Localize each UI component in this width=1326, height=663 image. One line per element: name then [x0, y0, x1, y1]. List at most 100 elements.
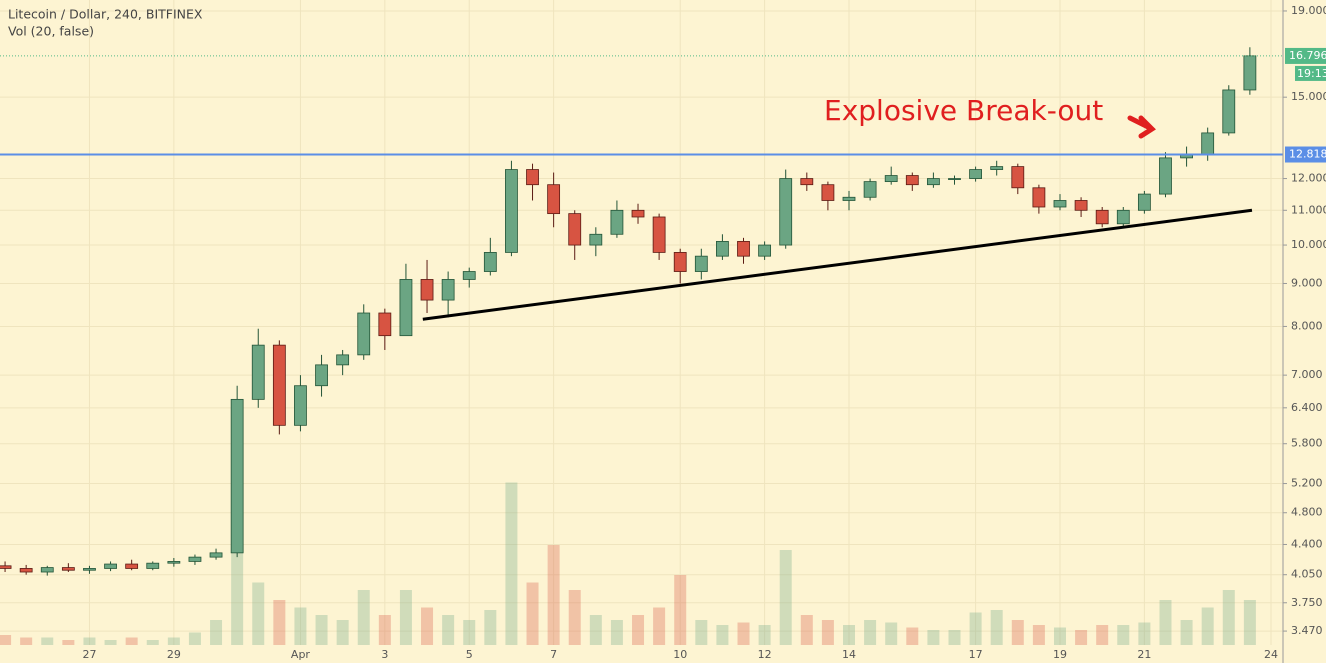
volume-bar	[463, 620, 476, 645]
candle-body	[526, 169, 539, 186]
x-tick-label: 21	[1137, 648, 1151, 661]
candle-body	[1053, 200, 1067, 208]
candle-body	[315, 364, 328, 387]
y-tick-label: 4.800	[1291, 506, 1323, 519]
candle-body	[589, 233, 603, 246]
candle-body	[610, 209, 624, 235]
x-tick-label: 5	[466, 648, 473, 661]
x-tick-label: 12	[758, 648, 772, 661]
y-tick-label: 7.000	[1291, 368, 1323, 381]
candle-body	[969, 169, 982, 179]
volume-bar	[821, 620, 834, 645]
candle-body	[378, 312, 392, 337]
y-tick-label: 10.000	[1291, 238, 1326, 251]
volume-bar	[104, 640, 117, 645]
y-tick-label: 6.400	[1291, 401, 1323, 414]
x-tick-label: 3	[381, 648, 388, 661]
price-tag	[1285, 47, 1326, 64]
volume-bar	[1138, 622, 1151, 645]
volume-bar	[779, 550, 792, 645]
volume-bar	[526, 582, 539, 645]
candle-body	[842, 196, 856, 201]
y-tick-label: 11.000	[1291, 203, 1326, 216]
candle-body	[884, 175, 898, 183]
candle-body	[800, 178, 814, 186]
y-tick-label: 3.470	[1291, 624, 1323, 637]
candle-body	[83, 568, 96, 571]
candle-body	[1095, 209, 1109, 225]
y-tick-label: 15.000	[1291, 90, 1326, 103]
volume-bar	[83, 637, 96, 645]
volume-bar	[62, 640, 75, 645]
candle-body	[948, 178, 961, 180]
y-tick-label: 12.000	[1291, 172, 1326, 185]
volume-bar	[167, 637, 180, 645]
countdown-label: 19:13	[1297, 67, 1326, 80]
x-tick-label: 17	[969, 648, 983, 661]
candle-body	[905, 175, 919, 186]
volume-bar	[188, 632, 201, 645]
candle-body	[716, 241, 729, 257]
candle-body	[420, 279, 434, 301]
candle-body	[294, 385, 307, 426]
y-tick-label: 4.050	[1291, 568, 1323, 581]
volume-bar	[357, 590, 370, 645]
volume-bar	[20, 637, 33, 645]
candle-body	[188, 556, 202, 562]
volume-bar	[336, 620, 349, 645]
volume-bar	[1159, 600, 1172, 645]
volume-bar	[1075, 630, 1088, 645]
candle-body	[779, 178, 793, 246]
x-tick-label: Apr	[291, 648, 311, 661]
volume-bar	[1201, 607, 1214, 645]
candle-body	[167, 561, 181, 564]
candle-body	[251, 344, 265, 400]
resistance-label: 12.818	[1289, 148, 1326, 161]
y-tick-label: 9.000	[1291, 276, 1323, 289]
annotation: Explosive Break-out	[824, 94, 1103, 127]
candle-body	[863, 181, 877, 198]
resistance-tag	[1285, 146, 1326, 163]
x-tick-label: 24	[1264, 648, 1278, 661]
volume-bar	[695, 620, 708, 645]
volume-bar	[758, 625, 771, 645]
candle-body	[19, 568, 33, 573]
candle-body	[209, 552, 223, 558]
volume-bar	[273, 600, 286, 645]
candle-body	[673, 252, 687, 272]
volume-bar	[653, 607, 666, 645]
trendline	[422, 208, 1253, 321]
volume-bar	[1117, 625, 1130, 645]
x-tick-label: 10	[673, 648, 687, 661]
candle-body	[483, 252, 497, 272]
candle-body	[357, 312, 371, 356]
candle-body	[631, 209, 645, 218]
candle-body	[399, 279, 413, 337]
volume-bar	[1222, 590, 1235, 645]
candle-body	[821, 184, 835, 201]
chart-title: Litecoin / Dollar, 240, BITFINEX	[8, 7, 203, 22]
volume-bar	[885, 622, 898, 645]
candle-body	[336, 354, 350, 366]
x-tick-label: 7	[550, 648, 557, 661]
candle-body	[1116, 209, 1130, 225]
volume-bar	[632, 615, 645, 645]
candle-body	[1222, 89, 1236, 134]
volume-bar	[1180, 620, 1193, 645]
current-price-label: 16.796	[1289, 49, 1326, 62]
volume-bar	[948, 630, 961, 645]
volume-bar	[125, 637, 138, 645]
volume-bar	[1096, 625, 1109, 645]
volume-bar	[442, 615, 455, 645]
volume-bar	[210, 620, 223, 645]
volume-bar	[674, 575, 687, 645]
candle-body	[1159, 157, 1172, 195]
candle-body	[40, 567, 54, 573]
y-tick-label: 19.000	[1291, 4, 1326, 17]
volume-bar	[990, 610, 1003, 645]
volume-bar	[484, 610, 497, 645]
volume-bar	[252, 582, 265, 645]
y-tick-label: 4.400	[1291, 537, 1323, 550]
